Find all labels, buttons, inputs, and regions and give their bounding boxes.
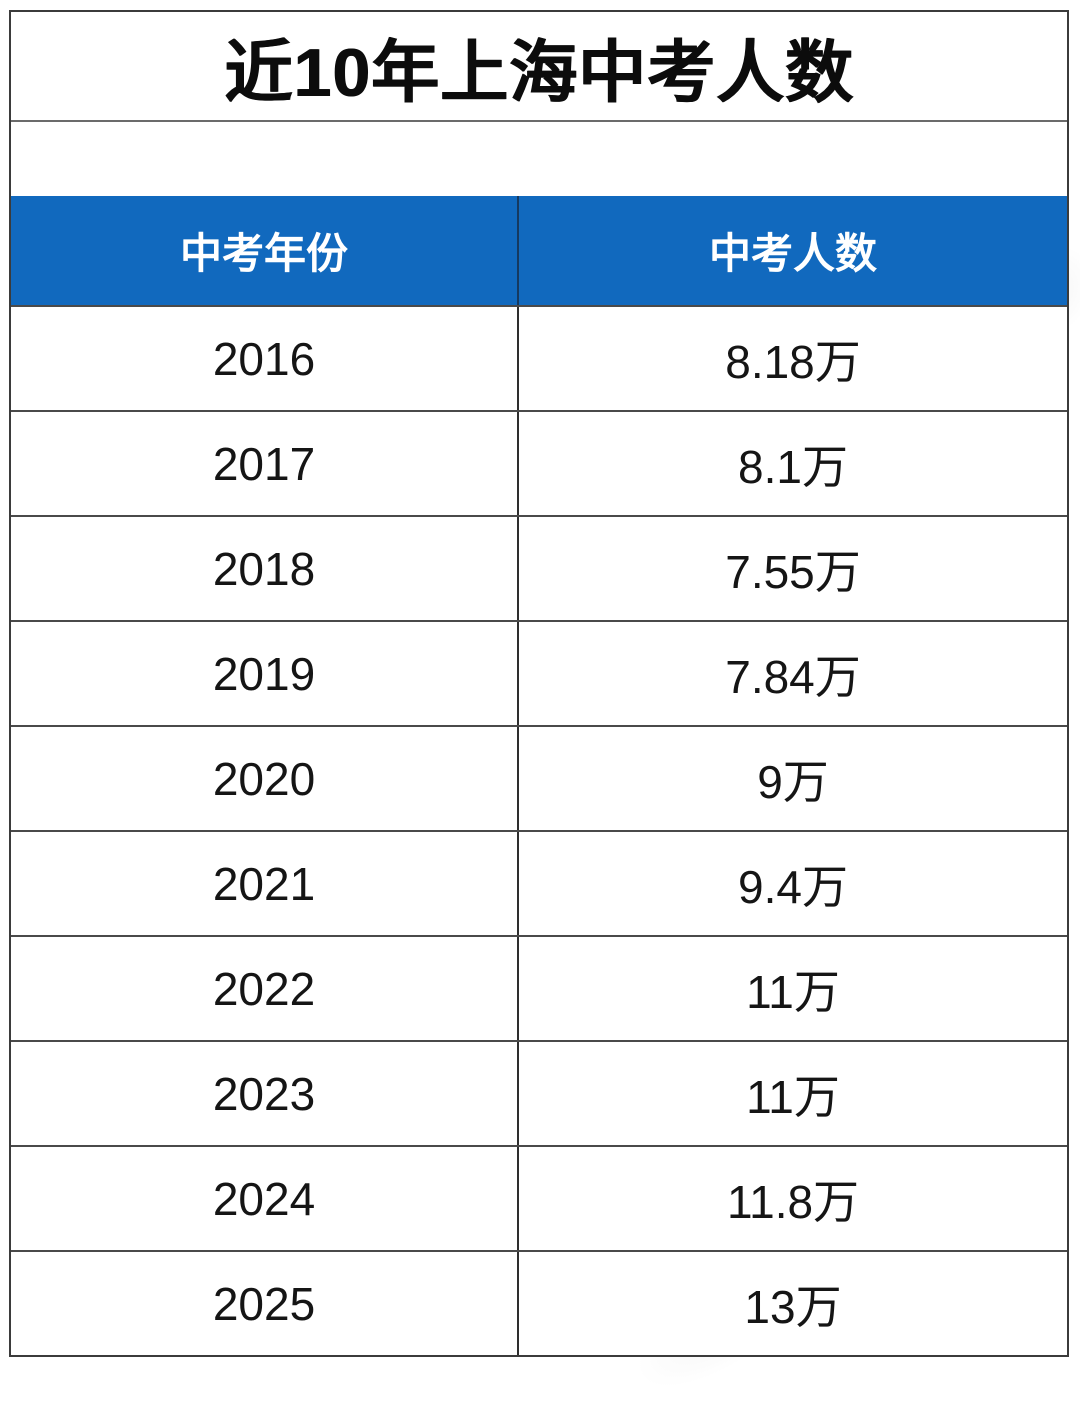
table-row: 2016 8.18万 xyxy=(11,305,1067,410)
count-cell: 8.1万 xyxy=(738,440,848,493)
year-cell: 2021 xyxy=(11,832,519,935)
year-cell: 2023 xyxy=(11,1042,519,1145)
table-row: 2021 9.4万 xyxy=(11,830,1067,935)
count-cell: 9.4万 xyxy=(738,860,848,913)
year-cell: 2022 xyxy=(11,937,519,1040)
count-cell: 11.8万 xyxy=(726,1175,860,1228)
table-row: 2024 11.8万 xyxy=(11,1145,1067,1250)
table-header-row: 中考年份 中考人数 xyxy=(11,196,1067,305)
count-cell: 8.18万 xyxy=(725,335,861,388)
table-row: 2020 9万 xyxy=(11,725,1067,830)
year-cell: 2019 xyxy=(11,622,519,725)
table-row: 2017 8.1万 xyxy=(11,410,1067,515)
table-row: 2023 11万 xyxy=(11,1040,1067,1145)
table-row: 2022 11万 xyxy=(11,935,1067,1040)
year-cell: 2024 xyxy=(11,1147,519,1250)
year-cell: 2020 xyxy=(11,727,519,830)
year-cell: 2018 xyxy=(11,517,519,620)
year-cell: 2016 xyxy=(11,307,519,410)
count-cell: 13万 xyxy=(744,1280,842,1333)
year-cell: 2017 xyxy=(11,412,519,515)
page-title: 近10年上海中考人数 xyxy=(11,12,1067,122)
count-cell: 7.55万 xyxy=(725,545,861,598)
year-cell: 2025 xyxy=(11,1252,519,1355)
count-cell: 9万 xyxy=(757,755,829,808)
table-card: 近10年上海中考人数 中考年份 中考人数 2016 8.18万 2017 8.1… xyxy=(9,10,1069,1357)
count-cell: 11万 xyxy=(746,965,840,1018)
column-header-year: 中考年份 xyxy=(11,196,519,305)
count-cell: 7.84万 xyxy=(725,650,861,703)
table-row: 2025 13万 xyxy=(11,1250,1067,1355)
table-row: 2019 7.84万 xyxy=(11,620,1067,725)
column-header-count: 中考人数 xyxy=(708,230,877,277)
empty-row xyxy=(11,122,1067,196)
count-cell: 11万 xyxy=(746,1070,840,1123)
table-body: 2016 8.18万 2017 8.1万 2018 7.55万 2019 7.8… xyxy=(11,305,1067,1355)
table-row: 2018 7.55万 xyxy=(11,515,1067,620)
